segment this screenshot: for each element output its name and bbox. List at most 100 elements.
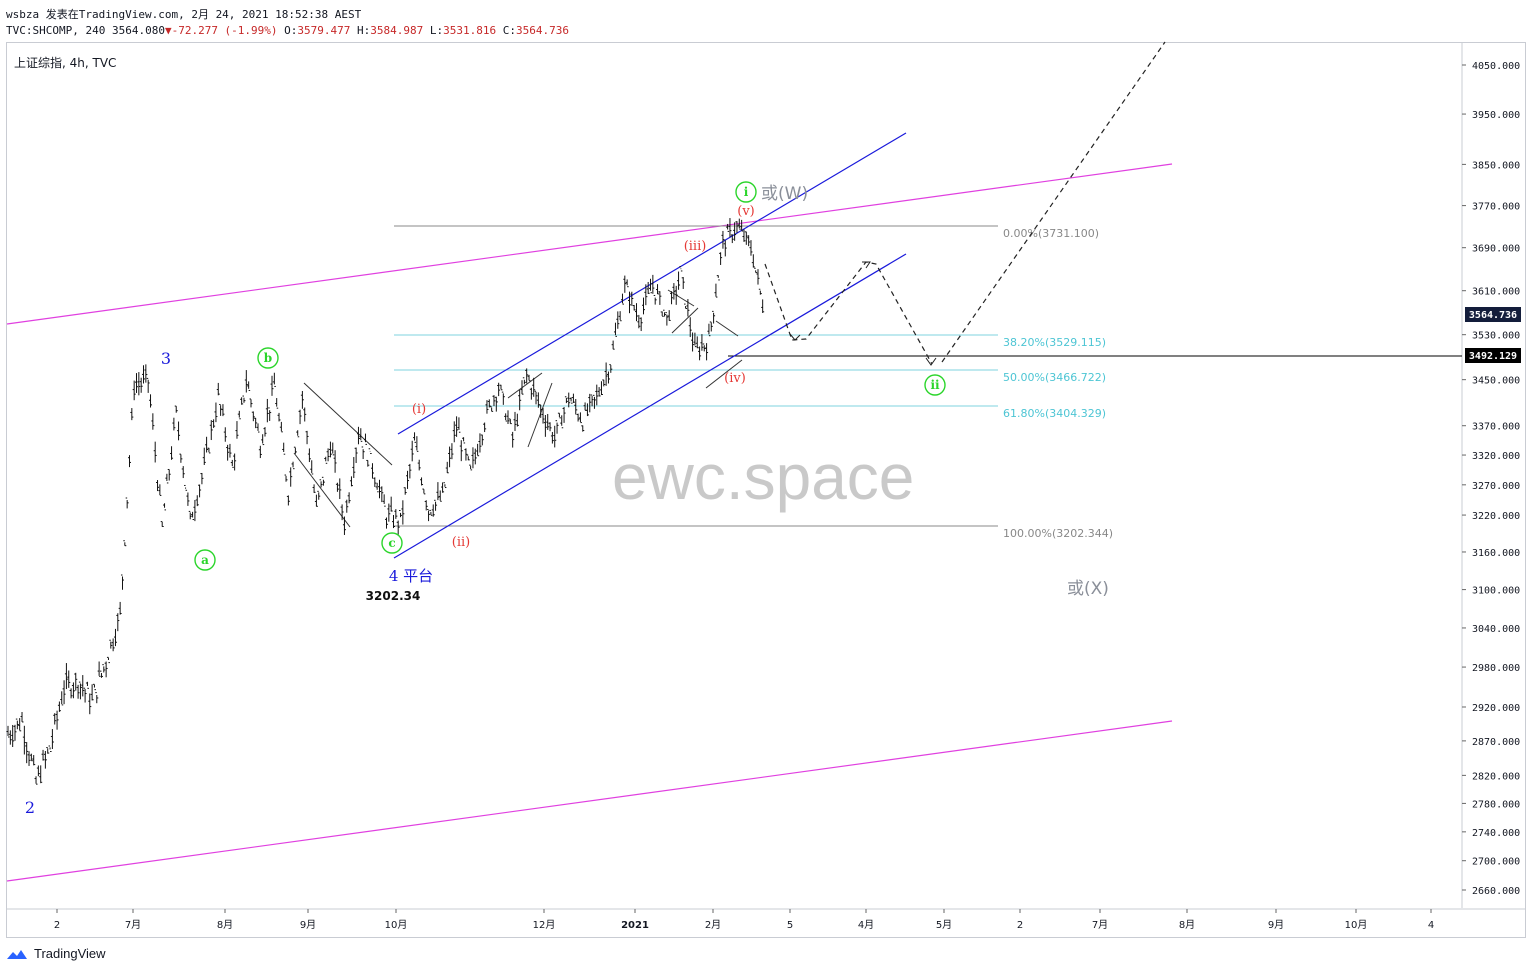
alt-x-label: 或(X) [1067, 579, 1109, 599]
close-value: 3564.736 [516, 24, 569, 37]
time-tick-label: 2月 [705, 919, 721, 931]
wave-i-main-circle [735, 181, 757, 203]
flag-line-5 [715, 320, 739, 337]
watermark: ewc.space [612, 441, 915, 513]
close-label: C: [502, 24, 516, 37]
fib-50-label: 50.00%(3466.722) [1003, 371, 1106, 384]
upper-magenta-trendline [6, 163, 1173, 325]
price-tick-label: 2780.000 [1472, 799, 1520, 810]
alt-w-label: 或(W) [761, 184, 808, 204]
down-arrow-icon: ▼ [164, 24, 172, 37]
current-price-tag-text: 3564.736 [1469, 310, 1517, 321]
price-tick-label: 3220.000 [1472, 511, 1520, 522]
time-tick-label: 5 [787, 920, 793, 931]
brand-name: TradingView [34, 946, 106, 961]
wave-a-circle [194, 549, 216, 571]
projection-path-ii [764, 261, 933, 365]
wave-a-text: a [201, 553, 209, 567]
price-tick-label: 3690.000 [1472, 244, 1520, 255]
price-tick-label: 3530.000 [1472, 331, 1520, 342]
lower-magenta-trendline [6, 720, 1173, 882]
chart-frame[interactable] [6, 42, 1526, 938]
price-tick-label: 3950.000 [1472, 110, 1520, 121]
flag-line-1 [507, 372, 543, 399]
time-tick-label: 9月 [300, 919, 316, 931]
wave-4-low-value: 3202.34 [366, 589, 421, 603]
price-tick-label: 2700.000 [1472, 857, 1520, 868]
price-tick-label: 3610.000 [1472, 287, 1520, 298]
price-tick-label: 3370.000 [1472, 422, 1520, 433]
arrowhead-2 [862, 261, 871, 269]
high-label: H: [357, 24, 371, 37]
price-tick-label: 3320.000 [1472, 451, 1520, 462]
projection-path-iii [941, 41, 1166, 363]
time-tick-label: 2 [1017, 920, 1023, 931]
tradingview-logo-icon [7, 949, 27, 959]
time-tick-label: 5月 [936, 919, 952, 931]
publisher-line: wsbza 发表在TradingView.com, 2月 24, 2021 18… [6, 8, 362, 21]
time-tick-label: 7月 [1092, 919, 1108, 931]
tradingview-brand[interactable]: TradingView [6, 946, 106, 961]
fib-382-label: 38.20%(3529.115) [1003, 336, 1106, 349]
price-tick-label: 3160.000 [1472, 548, 1520, 559]
current-price-tag-bg [1465, 307, 1521, 322]
flag-line-3 [667, 289, 695, 307]
flag-line-2 [527, 382, 553, 448]
price-tick-label: 2870.000 [1472, 737, 1520, 748]
time-tick-label: 4月 [858, 919, 874, 931]
wave-c-text: c [388, 536, 395, 550]
level-price-tag-text: 3492.129 [1469, 351, 1517, 362]
wave-b-circle [257, 347, 279, 369]
wave-iii-sub-label: (iii) [684, 239, 707, 254]
price-tick-label: 3450.000 [1472, 376, 1520, 387]
wave-ii-main-text: ii [930, 378, 940, 392]
wave-b-text: b [264, 351, 272, 365]
low-label: L: [429, 24, 444, 37]
price-tick-label: 2820.000 [1472, 771, 1520, 782]
open-label: O: [284, 24, 298, 37]
flag-line-6 [705, 359, 743, 389]
price-tick-label: 4050.000 [1472, 61, 1520, 72]
channel-lower-line [393, 253, 907, 559]
time-tick-label: 10月 [385, 919, 408, 931]
wave-3-label: 3 [161, 349, 171, 368]
price-tick-label: 2740.000 [1472, 828, 1520, 839]
time-tick-label: 8月 [1179, 919, 1195, 931]
wave-c-circle [381, 532, 403, 554]
wave-2-label: 2 [25, 798, 35, 817]
symbol-interval: TVC:SHCOMP, 240 [6, 24, 106, 37]
price-tick-label: 3100.000 [1472, 586, 1520, 597]
price-tick-label: 3770.000 [1472, 202, 1520, 213]
time-tick-label: 12月 [533, 919, 556, 931]
arrowhead-3 [925, 357, 937, 366]
flag-line-4 [671, 307, 699, 334]
price-tick-label: 2920.000 [1472, 703, 1520, 714]
time-tick-label: 8月 [217, 919, 233, 931]
time-tick-label: 4 [1428, 920, 1434, 931]
wave-v-sub-label: (v) [737, 204, 755, 219]
change-value: -72.277 (-1.99%) [171, 24, 278, 37]
wave-ii-main-circle [924, 374, 946, 396]
chart-title: 上证综指, 4h, TVC [14, 56, 117, 70]
price-tick-label: 2980.000 [1472, 663, 1520, 674]
arrowhead-1 [789, 333, 801, 341]
time-tick-label: 9月 [1268, 919, 1284, 931]
ohlc-line: TVC:SHCOMP, 240 3564.080▼-72.277 (-1.99%… [6, 24, 569, 37]
wedge-lower-line [293, 452, 351, 528]
level-price-tag-bg [1465, 348, 1521, 363]
open-value: 3579.477 [297, 24, 351, 37]
wave-ii-sub-label: (ii) [452, 535, 470, 550]
time-tick-label: 7月 [125, 919, 141, 931]
time-tick-label: 10月 [1345, 919, 1368, 931]
low-value: 3531.816 [443, 24, 497, 37]
wave-4-label: 4 平台 [389, 567, 433, 585]
wave-i-sub-label: (i) [412, 402, 426, 417]
wedge-upper-line [303, 382, 393, 466]
wave-i-main-text: i [744, 185, 749, 199]
fib-618-label: 61.80%(3404.329) [1003, 407, 1106, 420]
time-tick-label: 2 [54, 920, 60, 931]
wave-iv-sub-label: (iv) [724, 371, 746, 386]
fib-0-label: 0.00%(3731.100) [1003, 227, 1099, 240]
price-tick-label: 3040.000 [1472, 624, 1520, 635]
